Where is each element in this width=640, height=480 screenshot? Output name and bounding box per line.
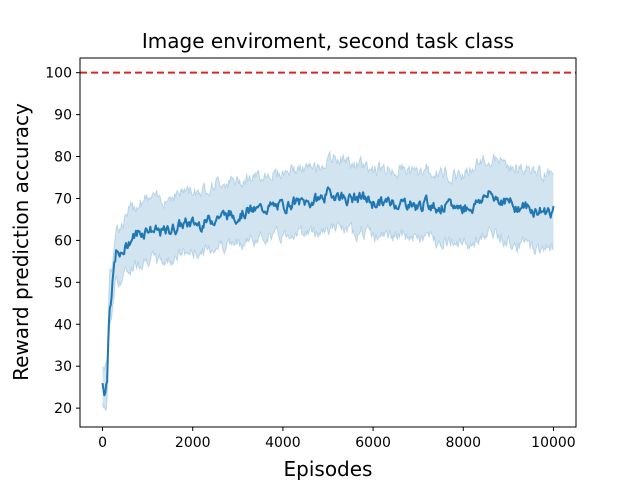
- x-axis-title: Episodes: [284, 457, 373, 480]
- y-tick-label: 60: [54, 233, 72, 249]
- x-tick-label: 4000: [265, 435, 301, 451]
- mean-accuracy-line: [101, 186, 555, 397]
- x-tick-label: 2000: [175, 435, 211, 451]
- y-tick-label: 90: [54, 108, 72, 124]
- x-tick-label: 0: [98, 435, 107, 451]
- band-lower-edge: [102, 221, 554, 411]
- plot-frame: [79, 57, 577, 428]
- y-tick-label: 20: [54, 401, 72, 417]
- x-tick-label: 8000: [445, 435, 481, 451]
- y-axis-title: Reward prediction accuracy: [9, 103, 33, 381]
- y-tick-label: 50: [54, 275, 72, 291]
- confidence-band: [102, 151, 554, 411]
- y-tick-label: 40: [54, 317, 72, 333]
- y-axis: 20 30 40 50 60 70 80 90 100: [45, 66, 80, 417]
- y-tick-label: 70: [54, 191, 72, 207]
- plot-area: [80, 71, 576, 411]
- y-tick-label: 30: [54, 359, 72, 375]
- x-axis: 0 2000 4000 6000 8000 10000: [98, 427, 576, 451]
- chart-title: Image enviroment, second task class: [142, 29, 514, 53]
- x-tick-label: 10000: [531, 435, 576, 451]
- band-upper-edge: [102, 149, 554, 371]
- y-tick-label: 80: [54, 150, 72, 166]
- y-tick-label: 100: [45, 66, 72, 82]
- x-tick-label: 6000: [355, 435, 391, 451]
